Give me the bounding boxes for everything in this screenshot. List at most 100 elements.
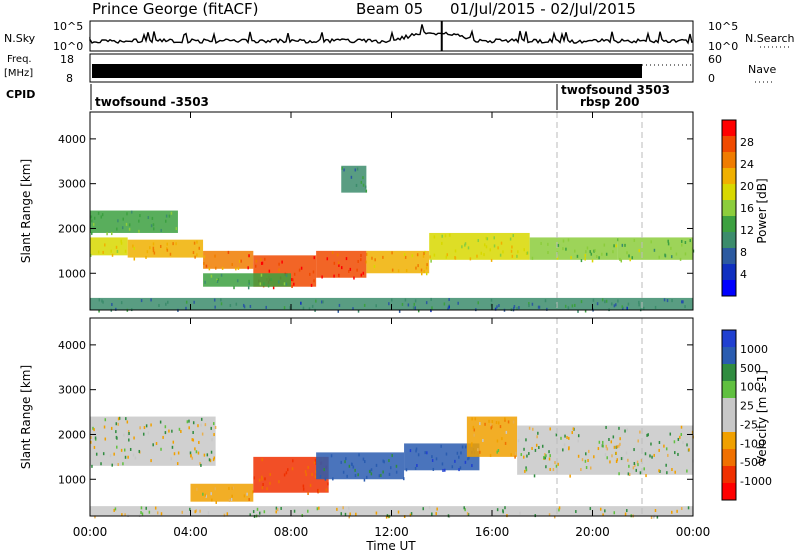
nsky-trace bbox=[89, 21, 693, 51]
heatmap-cell bbox=[275, 510, 277, 514]
heatmap-cell bbox=[538, 305, 541, 309]
heatmap-cell bbox=[373, 264, 376, 268]
colorbar-swatch bbox=[722, 483, 736, 501]
heatmap-cell bbox=[654, 509, 657, 513]
heatmap-cell bbox=[619, 437, 621, 441]
heatmap-cell bbox=[491, 419, 494, 423]
heatmap-cell bbox=[553, 515, 556, 519]
heatmap-cell bbox=[232, 486, 235, 490]
heatmap-cell bbox=[684, 241, 687, 245]
heatmap-cell bbox=[420, 268, 423, 272]
heatmap-cell bbox=[469, 257, 472, 261]
heatmap-cell bbox=[269, 481, 271, 485]
heatmap-cell bbox=[194, 447, 196, 451]
heatmap-cell bbox=[613, 445, 616, 449]
heatmap-cell bbox=[618, 472, 620, 476]
heatmap-cell bbox=[574, 303, 576, 307]
heatmap-cell bbox=[620, 259, 623, 263]
heatmap-cell bbox=[663, 444, 665, 448]
heatmap-cell bbox=[313, 256, 316, 260]
heatmap-cell bbox=[185, 306, 187, 310]
heatmap-cell bbox=[205, 264, 208, 268]
heatmap-cell bbox=[223, 513, 226, 517]
heatmap-cell bbox=[638, 303, 640, 307]
heatmap-cell bbox=[203, 255, 206, 259]
heatmap-cell bbox=[332, 477, 334, 481]
heatmap-cell bbox=[338, 303, 341, 307]
heatmap-cell bbox=[593, 249, 595, 253]
heatmap-cell bbox=[628, 254, 630, 258]
heatmap-cell bbox=[220, 298, 222, 302]
heatmap-cell bbox=[537, 431, 539, 435]
heatmap-cell bbox=[510, 249, 513, 253]
heatmap-cell bbox=[444, 234, 447, 238]
heatmap-cell bbox=[514, 455, 516, 459]
nave-label: Nave bbox=[748, 63, 776, 76]
heatmap-cell bbox=[490, 426, 493, 430]
heatmap-cell bbox=[545, 454, 547, 458]
heatmap-cell bbox=[344, 512, 347, 516]
heatmap-cell bbox=[152, 443, 154, 447]
heatmap-cell bbox=[126, 212, 128, 216]
heatmap-cell bbox=[113, 508, 115, 512]
heatmap-cell bbox=[212, 458, 215, 462]
heatmap-cell bbox=[342, 506, 344, 510]
heatmap-cell bbox=[210, 274, 213, 278]
heatmap-cell bbox=[525, 466, 527, 470]
heatmap-cell bbox=[200, 423, 202, 427]
heatmap-cell bbox=[314, 475, 317, 479]
heatmap-cell bbox=[390, 298, 393, 302]
heatmap-cell bbox=[216, 279, 219, 283]
heatmap-cell bbox=[281, 260, 283, 264]
heatmap-cell bbox=[409, 449, 412, 453]
heatmap-cell bbox=[181, 510, 184, 514]
heatmap-cell bbox=[647, 433, 649, 437]
heatmap-cell bbox=[544, 456, 547, 460]
heatmap-cell bbox=[499, 425, 502, 429]
heatmap-cell bbox=[164, 219, 167, 223]
heatmap-cell bbox=[430, 259, 432, 263]
heatmap-cell bbox=[110, 232, 113, 236]
heatmap-cell bbox=[261, 475, 263, 479]
heatmap-cell bbox=[575, 510, 577, 514]
nave-tick-top: 60 bbox=[708, 53, 722, 66]
heatmap-cell bbox=[442, 468, 444, 472]
heatmap-cell bbox=[601, 298, 604, 302]
colorbar-swatch bbox=[722, 364, 736, 382]
heatmap-cell bbox=[200, 417, 203, 421]
heatmap-cell bbox=[516, 306, 518, 310]
heatmap-cell bbox=[567, 238, 570, 242]
heatmap-cell bbox=[424, 451, 426, 455]
heatmap-cell bbox=[212, 422, 215, 426]
heatmap-cell bbox=[626, 306, 628, 310]
freq-tick-bottom: 8 bbox=[66, 72, 73, 85]
heatmap-cell bbox=[238, 259, 241, 263]
heatmap-cell bbox=[169, 252, 172, 256]
heatmap-cell bbox=[613, 511, 616, 515]
heatmap-cell bbox=[348, 506, 350, 510]
heatmap-cell bbox=[375, 511, 378, 515]
heatmap-cell bbox=[336, 253, 339, 257]
heatmap-cell bbox=[479, 422, 481, 426]
heatmap-cell bbox=[633, 461, 636, 465]
heatmap-cell bbox=[604, 300, 606, 304]
heatmap-cell bbox=[569, 474, 571, 478]
heatmap-cell bbox=[237, 266, 240, 270]
heatmap-cell bbox=[680, 506, 683, 510]
heatmap-cell bbox=[543, 456, 545, 460]
heatmap-cell bbox=[650, 515, 653, 519]
heatmap-cell bbox=[610, 302, 613, 306]
y-tick-label: 4000 bbox=[58, 339, 86, 352]
heatmap-cell bbox=[627, 458, 629, 462]
colorbar-tick-label: 28 bbox=[740, 136, 754, 149]
heatmap-cell bbox=[311, 473, 313, 477]
heatmap-cell bbox=[307, 509, 309, 513]
heatmap-cell bbox=[526, 251, 529, 255]
heatmap-cell bbox=[613, 304, 616, 308]
heatmap-cell bbox=[124, 513, 126, 517]
heatmap-cell bbox=[443, 302, 446, 306]
heatmap-cell bbox=[228, 498, 231, 502]
cpid-segment-2: rbsp 200 bbox=[580, 95, 639, 109]
heatmap-cell bbox=[670, 255, 673, 259]
heatmap-cell bbox=[360, 258, 362, 262]
